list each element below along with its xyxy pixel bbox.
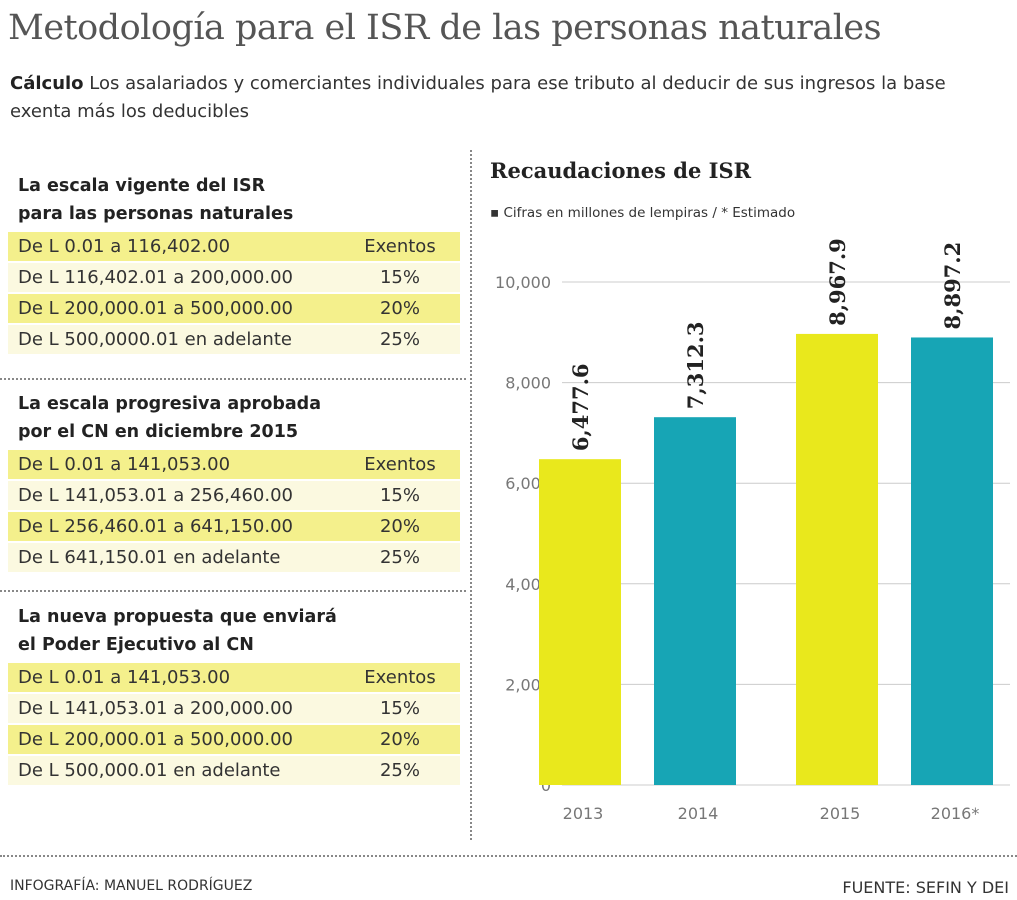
section-heading: La escala progresiva aprobada por el CN e… [18,390,460,446]
bar-2013 [539,459,621,785]
rate-cell: 25% [379,760,420,781]
rate-cell: 15% [379,698,420,719]
rate-cell: Exentos [364,667,436,688]
subtitle-lead: Cálculo [10,73,84,94]
rate-cell: 15% [379,485,420,506]
table-row: De L 500,000.01 en adelante 25% [8,756,460,785]
table-row: De L 116,402.01 a 200,000.00 15% [8,263,460,292]
rate-cell: Exentos [364,454,436,475]
range-cell: De L 641,150.01 en adelante [18,547,281,568]
heading-line: para las personas naturales [18,204,294,224]
source: FUENTE: SEFIN Y DEI [842,878,1009,897]
value-label: 7,312.3 [683,322,708,410]
subtitle: Cálculo Los asalariados y comerciantes i… [10,70,970,126]
y-tick-label: 8,000 [505,374,551,393]
range-cell: De L 141,053.01 a 256,460.00 [18,485,294,506]
bar-2014 [654,417,736,785]
rate-cell: 25% [379,547,420,568]
range-cell: De L 116,402.01 a 200,000.00 [18,267,294,288]
heading-line: La nueva propuesta que enviará [18,607,337,627]
rate-cell: 25% [379,329,420,350]
table-row: De L 0.01 a 141,053.00 Exentos [8,450,460,479]
bar-chart: Recaudaciones de ISR ▪ Cifras en millones… [490,158,1010,823]
value-label: 8,967.9 [825,238,850,326]
value-label: 6,477.6 [568,363,593,451]
x-tick-label: 2013 [563,804,604,823]
subtitle-text: Los asalariados y comerciantes individua… [10,73,946,122]
rate-cell: 20% [379,516,420,537]
table-row: De L 0.01 a 141,053.00 Exentos [8,663,460,692]
range-cell: De L 200,000.01 a 500,000.00 [18,298,294,319]
chart-title: Recaudaciones de ISR [490,158,752,183]
table-row: De L 500,0000.01 en adelante 25% [8,325,460,354]
table-row: De L 200,000.01 a 500,000.00 20% [8,294,460,323]
vertical-divider [470,150,472,840]
rate-cell: 15% [379,267,420,288]
heading-line: el Poder Ejecutivo al CN [18,635,254,655]
heading-line: La escala progresiva aprobada [18,394,322,414]
section-heading: La nueva propuesta que enviará el Poder E… [18,603,460,659]
x-tick-label: 2014 [678,804,719,823]
footer-divider [0,855,1017,857]
range-cell: De L 0.01 a 116,402.00 [18,236,231,257]
tax-scale-section: La escala vigente del ISR para las person… [8,172,460,356]
heading-line: por el CN en diciembre 2015 [18,422,299,442]
section-divider [0,378,466,380]
section-heading: La escala vigente del ISR para las person… [18,172,460,228]
range-cell: De L 500,000.01 en adelante [18,760,281,781]
rate-cell: Exentos [364,236,436,257]
y-tick-label: 10,000 [495,273,551,292]
value-label: 8,897.2 [940,242,965,330]
table-row: De L 200,000.01 a 500,000.00 20% [8,725,460,754]
credit: INFOGRAFÍA: MANUEL RODRÍGUEZ [10,878,253,894]
heading-line: La escala vigente del ISR [18,176,266,196]
tax-scale-section: La escala progresiva aprobada por el CN e… [8,390,460,574]
range-cell: De L 256,460.01 a 641,150.00 [18,516,294,537]
x-tick-label: 2016* [931,804,980,823]
range-cell: De L 200,000.01 a 500,000.00 [18,729,294,750]
tax-scale-section: La nueva propuesta que enviará el Poder E… [8,603,460,787]
range-cell: De L 500,0000.01 en adelante [18,329,292,350]
rate-cell: 20% [379,298,420,319]
table-row: De L 0.01 a 116,402.00 Exentos [8,232,460,261]
section-divider [0,590,466,592]
range-cell: De L 141,053.01 a 200,000.00 [18,698,294,719]
table-row: De L 641,150.01 en adelante 25% [8,543,460,572]
table-row: De L 141,053.01 a 256,460.00 15% [8,481,460,510]
x-tick-label: 2015 [820,804,861,823]
range-cell: De L 0.01 a 141,053.00 [18,667,231,688]
range-cell: De L 0.01 a 141,053.00 [18,454,231,475]
bar-2016* [911,337,993,785]
rate-cell: 20% [379,729,420,750]
table-row: De L 141,053.01 a 200,000.00 15% [8,694,460,723]
bar-2015 [796,333,878,785]
page-title: Metodología para el ISR de las personas … [8,8,882,48]
table-row: De L 256,460.01 a 641,150.00 20% [8,512,460,541]
chart-subtitle: ▪ Cifras en millones de lempiras / * Est… [490,205,795,221]
y-tick-label: 0 [541,776,551,795]
